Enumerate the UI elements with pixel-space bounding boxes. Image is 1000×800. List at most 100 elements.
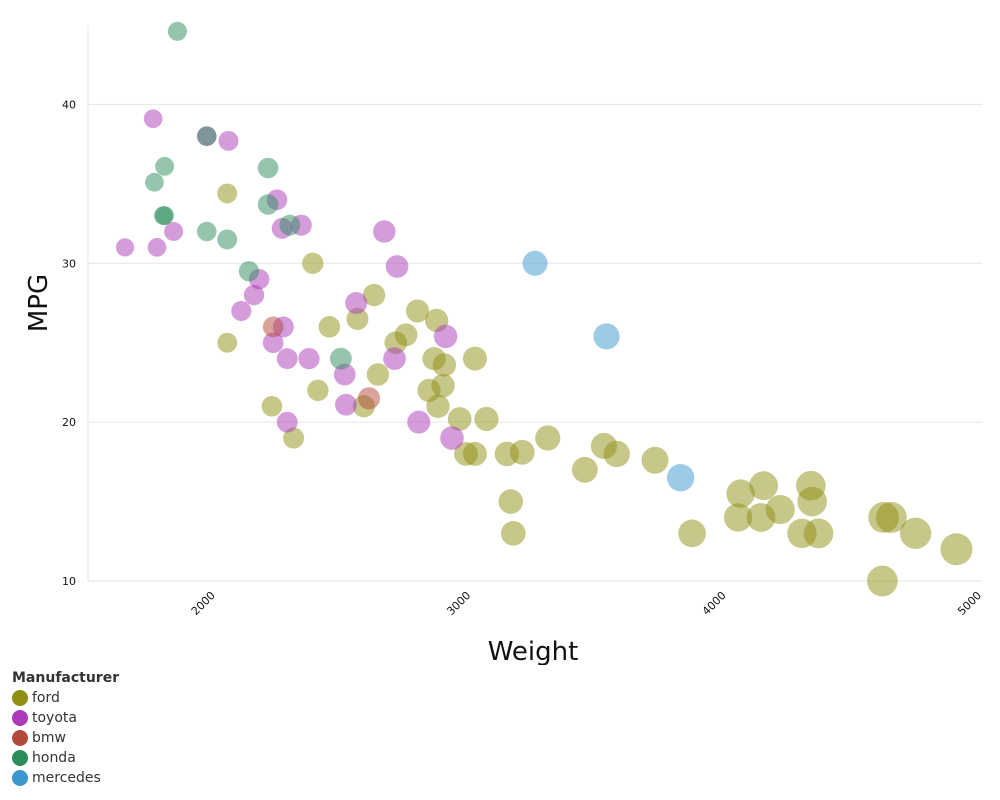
data-point-ford [866,565,898,597]
legend-label: mercedes [32,770,101,786]
data-point-honda [257,157,279,179]
data-point-honda [257,194,279,215]
data-point-toyota [147,238,167,257]
data-point-toyota [243,284,265,306]
y-tick-label: 40 [62,98,76,111]
data-point-toyota [262,332,284,354]
data-point-ford [940,533,973,566]
data-point-ford [217,183,238,204]
legend-item-mercedes: mercedes [12,768,119,788]
data-point-toyota [276,348,298,370]
legend-swatch [12,690,28,706]
data-point-toyota [164,222,184,242]
data-point-toyota [345,291,368,315]
data-point-ford [394,323,418,347]
data-point-honda [197,126,217,146]
legend-item-ford: ford [12,688,119,708]
data-point-toyota [385,255,409,278]
legend-label: honda [32,750,76,766]
legend-label: bmw [32,730,66,746]
data-point-ford [603,440,630,468]
data-point-ford [462,346,487,371]
data-point-honda [167,21,187,41]
data-point-toyota [143,109,163,129]
legend-items: ford toyota bmw honda mercedes [12,688,119,788]
data-point-toyota [335,393,357,416]
data-point-ford [797,486,827,517]
data-point-ford [261,395,283,417]
data-point-ford [432,353,457,377]
data-point-ford [749,471,779,501]
y-tick-label: 20 [62,416,76,429]
data-point-honda [145,172,164,192]
data-point-mercedes [666,464,695,492]
data-point-ford [726,479,755,508]
data-point-ford [362,283,386,307]
data-point-mercedes [522,250,548,276]
x-tick-label: 5000 [955,589,984,618]
legend-label: ford [32,690,60,706]
data-point-bmw [357,387,381,410]
legend-swatch [12,750,28,766]
data-point-ford [302,252,324,274]
data-point-bmw [262,316,284,338]
data-point-ford [498,489,524,514]
data-point-ford [447,407,472,431]
data-point-ford [678,519,706,548]
data-point-toyota [276,411,298,433]
legend-item-honda: honda [12,748,119,768]
data-point-ford [307,379,329,402]
data-point-toyota [115,238,135,257]
data-point-mercedes [593,323,620,350]
data-point-ford [641,446,669,474]
data-point-ford [765,494,795,525]
data-point-ford [500,521,526,546]
data-point-ford [474,406,499,432]
data-point-ford [571,456,598,483]
data-point-toyota [298,347,320,370]
y-axis-title: MPG [24,274,54,332]
legend-swatch [12,730,28,746]
legend-item-bmw: bmw [12,728,119,748]
data-point-ford [431,373,455,398]
data-point-toyota [440,426,464,450]
x-tick-label: 3000 [444,589,473,618]
data-point-ford [462,441,487,466]
scatter-chart: 10 20 30 40 2000 3000 4000 5000 Weight MPG [24,21,984,665]
data-point-honda [238,261,260,282]
data-point-honda [155,206,175,226]
data-point-honda [197,221,217,242]
legend-swatch [12,710,28,726]
data-point-toyota [218,131,239,151]
data-point-honda [279,214,301,236]
data-point-toyota [373,220,396,243]
data-point-ford [318,316,341,338]
x-axis-title: Weight [488,637,579,665]
data-point-honda [217,229,238,250]
data-point-honda [155,156,175,176]
data-point-toyota [407,410,431,434]
data-point-honda [329,347,352,370]
legend-item-toyota: toyota [12,708,119,728]
data-points [115,21,973,597]
data-point-ford [875,501,907,533]
data-point-toyota [383,347,406,370]
data-point-toyota [433,324,458,349]
data-point-ford [346,307,369,330]
legend-label: toyota [32,710,77,726]
data-point-ford [283,427,305,449]
x-tick-label: 2000 [189,589,218,618]
data-point-ford [366,363,390,386]
data-point-ford [509,439,535,465]
data-point-ford [803,518,834,549]
data-point-ford [723,503,753,532]
data-point-ford [426,394,450,418]
x-tick-label: 4000 [700,589,729,618]
legend-title: Manufacturer [12,670,120,686]
y-tick-label: 30 [62,257,76,270]
legend-swatch [12,770,28,786]
data-point-ford [535,425,561,451]
y-tick-label: 10 [62,575,76,588]
legend: Manufacturer ford toyota bmw honda mercedes [12,670,119,788]
data-point-ford [405,299,430,323]
